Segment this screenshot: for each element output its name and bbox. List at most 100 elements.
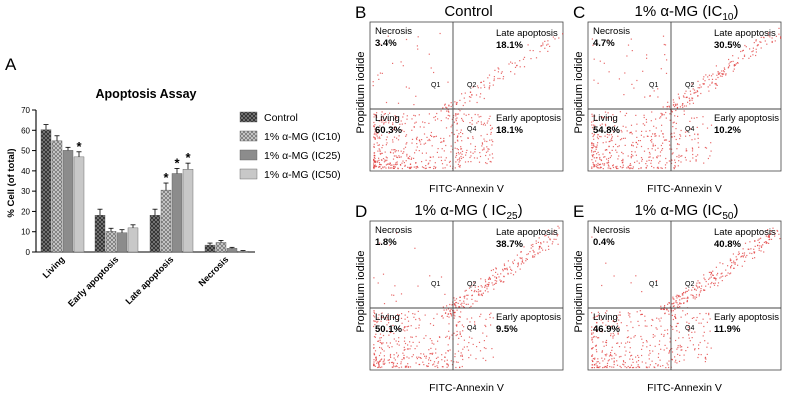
event-dot xyxy=(492,141,494,143)
event-dot xyxy=(446,366,448,368)
event-dot xyxy=(702,78,704,80)
event-dot xyxy=(416,138,418,141)
event-dot xyxy=(640,313,643,315)
event-dot xyxy=(392,316,394,319)
event-dot xyxy=(424,142,427,144)
event-dot xyxy=(591,147,593,149)
event-dot xyxy=(607,164,609,166)
event-dot xyxy=(378,136,381,138)
event-dot xyxy=(652,133,654,135)
event-dot xyxy=(462,133,464,135)
event-dot xyxy=(373,121,375,124)
event-dot xyxy=(725,269,727,271)
event-dot xyxy=(411,138,414,140)
event-dot xyxy=(645,340,648,342)
event-dot xyxy=(735,63,737,65)
event-dot xyxy=(662,308,664,310)
event-dot xyxy=(527,253,529,255)
event-dot xyxy=(461,150,464,152)
event-dot xyxy=(701,285,703,287)
event-dot xyxy=(635,130,637,132)
event-dot xyxy=(600,159,602,161)
event-dot xyxy=(408,158,410,160)
event-dot xyxy=(374,316,376,318)
event-dot xyxy=(490,131,492,134)
event-dot xyxy=(457,151,459,154)
event-dot xyxy=(676,302,678,304)
event-dot xyxy=(593,143,595,145)
event-dot xyxy=(449,303,451,306)
event-dot xyxy=(385,121,387,123)
event-dot xyxy=(697,154,699,156)
event-dot xyxy=(458,316,460,318)
late-apoptosis-percent: 38.7% xyxy=(496,239,523,250)
event-dot xyxy=(622,360,625,362)
event-dot xyxy=(381,366,383,368)
event-dot xyxy=(689,160,691,162)
event-dot xyxy=(379,339,381,341)
event-dot xyxy=(397,319,399,321)
event-dot xyxy=(376,112,378,114)
event-dot xyxy=(512,274,515,276)
event-dot xyxy=(611,355,613,357)
event-dot xyxy=(386,142,388,144)
event-dot xyxy=(602,117,604,119)
event-dot xyxy=(389,244,391,246)
event-dot xyxy=(596,330,598,333)
event-dot xyxy=(387,314,389,316)
event-dot xyxy=(426,136,428,138)
event-dot xyxy=(696,90,698,92)
event-dot xyxy=(417,310,419,312)
event-dot xyxy=(687,296,689,298)
event-dot xyxy=(378,354,381,357)
event-dot xyxy=(769,233,771,235)
event-dot xyxy=(752,54,754,56)
event-dot xyxy=(662,365,664,367)
event-dot xyxy=(547,43,549,45)
event-dot xyxy=(606,136,609,138)
event-dot xyxy=(645,118,647,121)
event-dot xyxy=(666,329,669,331)
event-dot xyxy=(383,113,385,115)
event-dot xyxy=(695,91,697,93)
event-dot xyxy=(376,135,378,137)
event-dot xyxy=(458,337,460,339)
event-dot xyxy=(625,350,627,352)
event-dot xyxy=(595,160,597,162)
event-dot xyxy=(652,350,654,352)
event-dot xyxy=(641,338,643,340)
event-dot xyxy=(500,281,502,283)
event-dot xyxy=(644,124,646,126)
event-dot xyxy=(686,301,688,303)
event-dot xyxy=(612,332,614,334)
event-dot xyxy=(484,286,486,288)
event-dot xyxy=(374,324,376,326)
event-dot xyxy=(648,358,650,360)
event-dot xyxy=(416,358,418,360)
event-dot xyxy=(648,156,650,158)
event-dot xyxy=(702,83,705,85)
event-dot xyxy=(439,336,441,338)
event-dot xyxy=(772,227,774,229)
event-dot xyxy=(632,366,635,369)
event-dot xyxy=(688,330,690,332)
event-dot xyxy=(429,353,431,355)
event-dot xyxy=(459,306,461,308)
event-dot xyxy=(676,104,678,106)
event-dot xyxy=(629,167,631,169)
event-dot xyxy=(629,367,631,369)
event-dot xyxy=(376,116,378,118)
event-dot xyxy=(395,116,397,118)
event-dot xyxy=(453,133,455,135)
event-dot xyxy=(675,325,677,328)
event-dot xyxy=(629,132,631,134)
event-dot xyxy=(672,298,674,300)
event-dot xyxy=(420,353,422,355)
event-dot xyxy=(462,348,464,350)
event-dot xyxy=(639,310,641,312)
event-dot xyxy=(591,329,593,332)
event-dot xyxy=(643,136,645,138)
event-dot xyxy=(675,128,677,130)
event-dot xyxy=(630,157,632,159)
event-dot xyxy=(461,324,463,326)
